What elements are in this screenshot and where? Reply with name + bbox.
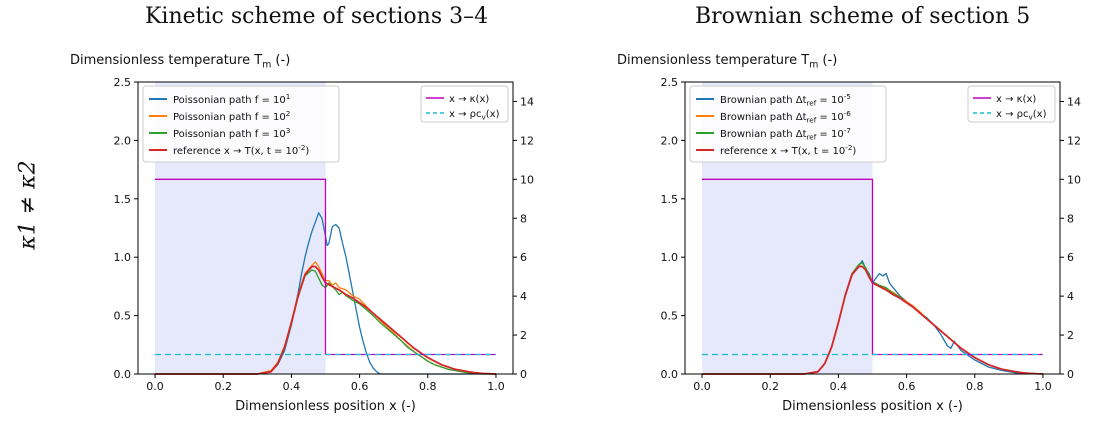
- y-tick-label: 1.0: [661, 251, 679, 264]
- y2-tick-label: 8: [520, 212, 527, 225]
- legend-entry: Poissonian path f = 103: [173, 126, 290, 140]
- x-tick-label: 0.2: [761, 380, 779, 393]
- legend-entry: Poissonian path f = 102: [173, 109, 290, 123]
- legend-entry: reference x → T(x, t = 10-2): [173, 143, 309, 157]
- legend-entry: Brownian path Δtref = 10-5: [720, 92, 851, 108]
- y-tick-label: 2.5: [114, 76, 132, 89]
- legend-entry: x → κ(x): [449, 94, 489, 105]
- column-title-kinetic: Kinetic scheme of sections 3–4: [145, 4, 489, 29]
- legend-entry: x → ρcv(x): [996, 109, 1047, 122]
- y-axis-label: Dimensionless temperature Tm (-): [70, 53, 290, 70]
- y-tick-label: 0.0: [114, 368, 132, 381]
- x-tick-label: 0.6: [898, 380, 916, 393]
- y2-tick-label: 4: [520, 290, 527, 303]
- x-tick-label: 0.8: [419, 380, 437, 393]
- y-tick-label: 2.0: [661, 134, 679, 147]
- y-axis-label: Dimensionless temperature Tm (-): [617, 53, 837, 70]
- legend-left-box: [142, 85, 340, 163]
- legend-left-box: [689, 85, 887, 163]
- x-tick-label: 1.0: [1034, 380, 1052, 393]
- y2-tick-label: 8: [1067, 212, 1074, 225]
- series-line-3: [155, 265, 497, 375]
- x-tick-label: 0.0: [693, 380, 711, 393]
- y2-tick-label: 12: [520, 134, 534, 147]
- x-tick-label: 0.2: [214, 380, 232, 393]
- y2-tick-label: 10: [520, 173, 534, 186]
- column-title-brownian: Brownian scheme of section 5: [695, 4, 1031, 29]
- x-axis-label: Dimensionless position x (-): [235, 399, 416, 414]
- series-line-3: [702, 265, 1044, 375]
- y-tick-label: 1.5: [114, 193, 132, 206]
- y2-tick-label: 14: [520, 95, 534, 108]
- plot-frame: [684, 81, 1061, 375]
- chart-svg: Dimensionless temperature Tm (-) 0.0 0.2 0.…: [70, 53, 534, 414]
- x-tick-label: 0.0: [146, 380, 164, 393]
- x-tick-label: 0.4: [830, 380, 848, 393]
- y-tick-label: 0.0: [661, 368, 679, 381]
- chart-panel-brownian: Dimensionless temperature Tm (-) 0.0 0.2 0.…: [615, 40, 1101, 418]
- y2-tick-label: 2: [1067, 329, 1074, 342]
- x-tick-label: 1.0: [487, 380, 505, 393]
- y2-tick-label: 14: [1067, 95, 1081, 108]
- legend-entry: Brownian path Δtref = 10-7: [720, 126, 851, 142]
- y2-tick-label: 6: [520, 251, 527, 264]
- x-tick-label: 0.6: [351, 380, 369, 393]
- legend-entry: Brownian path Δtref = 10-6: [720, 109, 851, 125]
- y2-tick-label: 0: [1067, 368, 1074, 381]
- x-tick-label: 0.4: [283, 380, 301, 393]
- y-tick-label: 1.0: [114, 251, 132, 264]
- y2-tick-label: 12: [1067, 134, 1081, 147]
- y-tick-label: 1.5: [661, 193, 679, 206]
- legend-entry: x → ρcv(x): [449, 109, 500, 122]
- x-axis-label: Dimensionless position x (-): [782, 399, 963, 414]
- chart-panel-kinetic: Dimensionless temperature Tm (-) 0.0 0.2 0.…: [68, 40, 568, 418]
- chart-svg: Dimensionless temperature Tm (-) 0.0 0.2 0.…: [617, 53, 1081, 414]
- y-tick-label: 2.5: [661, 76, 679, 89]
- plot-frame: [137, 81, 514, 375]
- y-tick-label: 0.5: [114, 310, 132, 323]
- y-tick-label: 0.5: [661, 310, 679, 323]
- y2-tick-label: 0: [520, 368, 527, 381]
- y2-tick-label: 2: [520, 329, 527, 342]
- legend-entry: reference x → T(x, t = 10-2): [720, 143, 856, 157]
- y2-tick-label: 4: [1067, 290, 1074, 303]
- legend-entry: Poissonian path f = 101: [173, 92, 290, 106]
- x-tick-label: 0.8: [966, 380, 984, 393]
- y2-tick-label: 10: [1067, 173, 1081, 186]
- legend-entry: x → κ(x): [996, 94, 1036, 105]
- row-label: κ1 ≠ κ2: [15, 160, 41, 250]
- y-tick-label: 2.0: [114, 134, 132, 147]
- y2-tick-label: 6: [1067, 251, 1074, 264]
